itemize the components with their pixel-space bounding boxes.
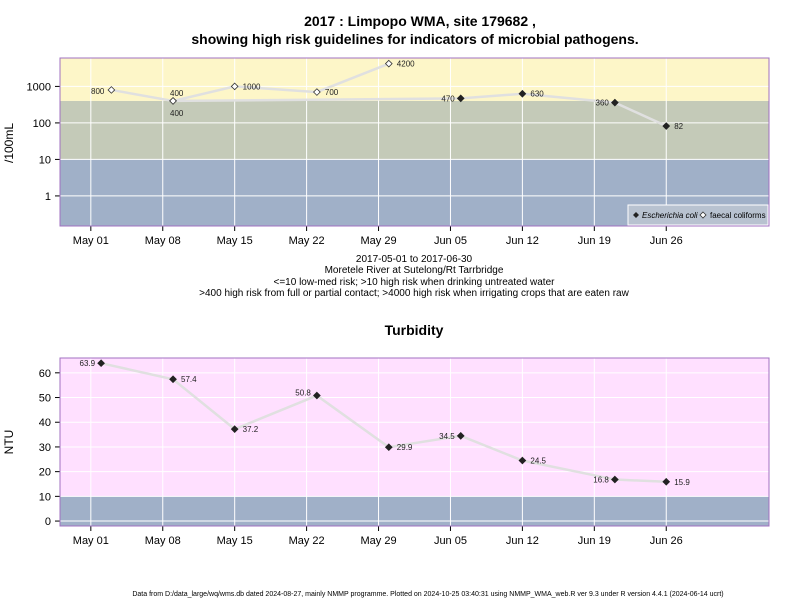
- data-point: [313, 88, 321, 96]
- x-tick-label: May 01: [73, 235, 109, 247]
- data-label: 63.9: [80, 359, 96, 368]
- chart1-points: [107, 59, 671, 130]
- data-point: [662, 122, 671, 130]
- data-label: 82: [674, 122, 683, 131]
- data-point: [456, 431, 465, 440]
- data-label: 1000: [243, 82, 261, 91]
- legend-marker-faecal: [699, 211, 707, 219]
- x-tick-label: May 08: [145, 535, 181, 547]
- data-point: [230, 82, 239, 91]
- y-tick-label: 100: [33, 118, 51, 130]
- y-tick-label: 1: [45, 191, 51, 203]
- data-point: [384, 443, 393, 452]
- footer-note: Data from D:/data_large/wq/wms.db dated …: [132, 591, 723, 598]
- x-tick-label: Jun 26: [650, 235, 683, 247]
- legend-marker-ecoli: [633, 212, 639, 218]
- data-label: 37.2: [243, 425, 259, 434]
- risk-band: [60, 358, 769, 497]
- data-point: [107, 86, 116, 94]
- risk-band: [60, 58, 769, 101]
- legend-box: [627, 204, 769, 226]
- plot-frame: [59, 357, 770, 527]
- y-tick-label: 30: [39, 442, 51, 454]
- x-tick-label: May 29: [360, 235, 396, 247]
- chart2-axes: May 01 May 08 May 15 May 22 May 29 Jun 05 Jun …: [39, 357, 770, 547]
- x-tick-label: Jun 05: [434, 535, 467, 547]
- chart2-points: [97, 359, 671, 486]
- x-tick-label: May 29: [360, 535, 396, 547]
- plot-frame: [59, 57, 770, 227]
- chart1-data-labels: 400 470 630 360 82 800 400 1000 700 4200: [91, 60, 684, 131]
- x-tick-label: May 01: [73, 535, 109, 547]
- data-point: [230, 425, 239, 434]
- x-tick-label: Jun 19: [578, 535, 611, 547]
- data-label: 800: [91, 87, 105, 96]
- x-tick-label: May 22: [289, 235, 325, 247]
- data-point: [611, 475, 619, 484]
- data-label: 34.5: [439, 432, 455, 441]
- data-point: [518, 89, 527, 98]
- chart1-title-line2: showing high risk guidelines for indicat…: [191, 31, 638, 47]
- x-tick-label: Jun 05: [434, 235, 467, 247]
- y-tick-label: 60: [39, 368, 51, 380]
- data-point: [97, 359, 105, 368]
- data-point: [169, 375, 177, 384]
- legend-label-faecal: faecal coliforms: [710, 211, 766, 220]
- y-tick-label: 20: [39, 467, 51, 479]
- x-tick-label: May 15: [217, 235, 253, 247]
- x-tick-label: Jun 12: [506, 235, 539, 247]
- subtitle-risk-note-2: >400 high risk from full or partial cont…: [199, 288, 629, 299]
- y-tick-label: 0: [45, 516, 51, 528]
- legend-label-ecoli: Escherichia coli: [642, 211, 698, 220]
- chart2-grid: [60, 358, 769, 526]
- data-label: 630: [530, 90, 544, 99]
- data-label: 57.4: [181, 375, 197, 384]
- x-tick-label: May 22: [289, 535, 325, 547]
- data-point: [611, 98, 619, 107]
- data-label: 470: [441, 94, 455, 103]
- chart1-legend: Escherichia coli faecal coliforms: [627, 204, 769, 226]
- y-tick-label: 50: [39, 393, 51, 405]
- data-label: 50.8: [295, 389, 311, 398]
- y-tick-label: 10: [39, 154, 51, 166]
- data-label: 400: [170, 109, 184, 118]
- y-tick-label: 10: [39, 491, 51, 503]
- x-tick-label: May 08: [145, 235, 181, 247]
- chart1-title-line1: 2017 : Limpopo WMA, site 179682 ,: [304, 13, 536, 29]
- x-tick-label: Jun 26: [650, 535, 683, 547]
- data-label: 360: [596, 99, 610, 108]
- data-point: [313, 391, 321, 400]
- y-tick-label: 40: [39, 417, 51, 429]
- data-label: 400: [170, 89, 184, 98]
- data-label: 4200: [397, 60, 415, 69]
- chart1-ylabel: /100mL: [2, 123, 16, 163]
- data-point: [169, 97, 177, 105]
- chart1-axes: May 01 May 08 May 15 May 22 May 29 Jun 05 Jun …: [27, 57, 770, 247]
- chart1-grid: [60, 58, 769, 226]
- y-tick-label: 1000: [27, 81, 51, 93]
- data-label: 15.9: [674, 478, 690, 487]
- chart2-title: Turbidity: [385, 322, 444, 338]
- data-label: 16.8: [593, 476, 609, 485]
- data-point: [518, 456, 527, 465]
- data-label: 24.5: [530, 457, 546, 466]
- chart2-ylabel: NTU: [2, 430, 16, 455]
- data-point: [662, 477, 671, 486]
- data-point: [384, 59, 393, 68]
- subtitle-site: Moretele River at Sutelong/Rt Tarrbridge: [325, 265, 504, 276]
- subtitle-date-range: 2017-05-01 to 2017-06-30: [356, 254, 473, 265]
- chart2-data-labels: 63.9 57.4 37.2 50.8 29.9 34.5 24.5 16.8 15.9: [80, 359, 691, 487]
- risk-band: [60, 100, 769, 160]
- data-label: 700: [325, 88, 339, 97]
- subtitle-risk-note-1: <=10 low-med risk; >10 high risk when dr…: [274, 277, 556, 288]
- x-tick-label: May 15: [217, 535, 253, 547]
- x-tick-label: Jun 19: [578, 235, 611, 247]
- chart1-bands: [60, 58, 769, 226]
- data-point: [456, 94, 465, 103]
- x-tick-label: Jun 12: [506, 535, 539, 547]
- data-label: 29.9: [397, 443, 413, 452]
